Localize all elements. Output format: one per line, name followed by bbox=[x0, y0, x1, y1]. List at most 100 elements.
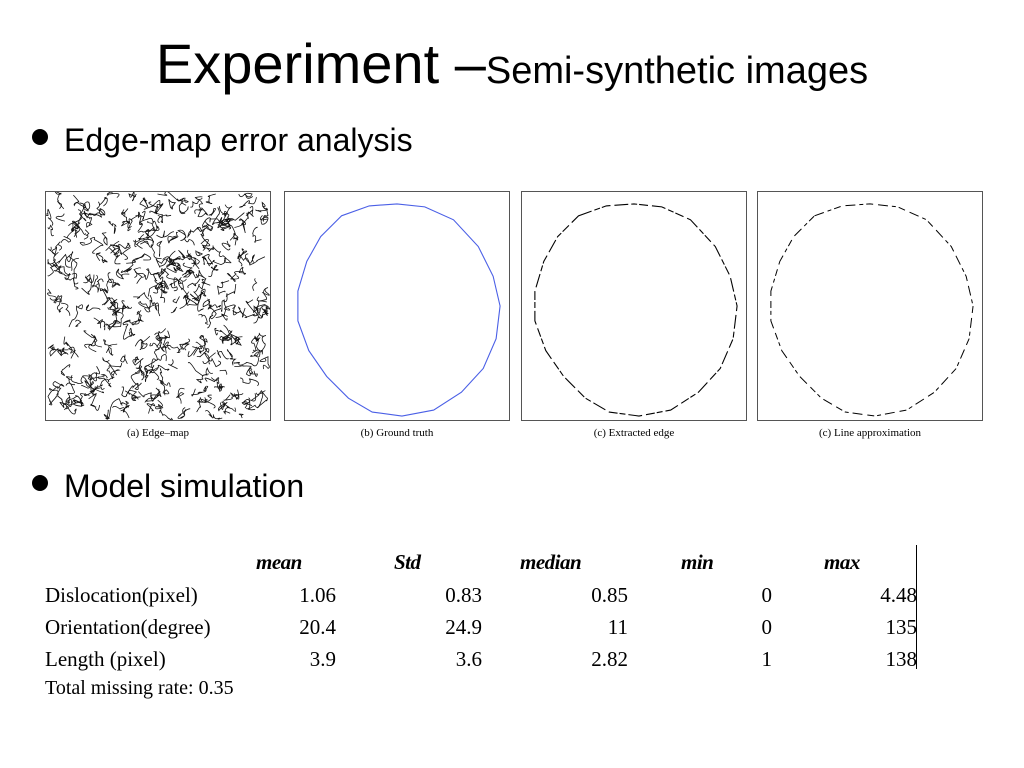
edge-fragment bbox=[70, 375, 84, 384]
edge-fragment bbox=[93, 317, 103, 324]
edge-fragment bbox=[66, 224, 79, 239]
edge-fragment bbox=[251, 335, 257, 352]
table-cell: 0.83 bbox=[445, 583, 482, 607]
edge-fragment bbox=[96, 201, 106, 216]
col-header-mean: mean bbox=[256, 550, 302, 574]
edge-fragment bbox=[98, 376, 112, 388]
edge-fragment bbox=[84, 380, 97, 395]
edge-fragment bbox=[208, 352, 216, 365]
edge-fragment bbox=[195, 367, 213, 384]
edge-fragment bbox=[196, 335, 210, 358]
edge-fragment bbox=[237, 251, 251, 266]
edge-fragment bbox=[58, 251, 74, 268]
edge-fragment bbox=[263, 308, 269, 316]
edge-fragment bbox=[47, 251, 61, 267]
edge-fragment bbox=[252, 340, 263, 354]
edge-fragment bbox=[256, 287, 270, 302]
edge-fragment bbox=[259, 356, 270, 370]
edge-fragment bbox=[152, 199, 164, 213]
edge-fragment bbox=[49, 295, 63, 302]
edge-fragment bbox=[250, 349, 261, 358]
edge-fragment bbox=[218, 402, 228, 412]
edge-fragment bbox=[155, 330, 170, 351]
edge-fragment bbox=[194, 196, 203, 200]
edge-fragment bbox=[187, 278, 201, 289]
edge-fragment bbox=[49, 388, 63, 400]
edge-fragment bbox=[146, 403, 156, 414]
edge-fragment bbox=[144, 268, 167, 280]
edge-fragment bbox=[202, 256, 226, 267]
edge-fragment bbox=[202, 298, 212, 310]
edge-fragment bbox=[222, 254, 232, 264]
edge-fragment bbox=[226, 272, 236, 282]
edge-fragment bbox=[208, 304, 222, 320]
edge-fragment bbox=[120, 354, 128, 364]
edge-fragment bbox=[77, 209, 87, 222]
edge-fragment bbox=[149, 342, 160, 367]
edge-fragment bbox=[209, 211, 229, 226]
edge-fragment bbox=[238, 251, 245, 267]
edge-fragment bbox=[133, 267, 142, 278]
edge-fragment bbox=[162, 341, 171, 354]
edge-fragment bbox=[47, 386, 59, 406]
edge-fragment bbox=[159, 368, 171, 388]
edge-fragment bbox=[155, 328, 167, 342]
table-cell: 0 bbox=[761, 615, 773, 639]
edge-fragment bbox=[120, 256, 142, 273]
edge-fragment bbox=[232, 237, 239, 246]
edge-fragment bbox=[249, 256, 266, 266]
edge-fragment bbox=[121, 386, 128, 398]
edge-fragment bbox=[179, 338, 191, 349]
edge-fragment bbox=[134, 335, 151, 347]
edge-fragment bbox=[63, 336, 75, 354]
edge-fragment bbox=[168, 199, 177, 210]
col-header-std: Std bbox=[394, 550, 421, 574]
edge-fragment bbox=[228, 333, 243, 346]
edge-fragment bbox=[65, 382, 75, 404]
table-cell: 0 bbox=[761, 583, 773, 607]
edge-fragment bbox=[198, 313, 209, 325]
edge-fragment bbox=[240, 377, 259, 387]
table-cell: 1 bbox=[761, 647, 773, 671]
edge-fragment bbox=[73, 230, 78, 238]
edge-fragment bbox=[111, 248, 120, 254]
edge-fragment bbox=[83, 330, 97, 347]
edge-fragment bbox=[219, 369, 228, 375]
edge-fragment bbox=[52, 380, 65, 396]
edge-fragment bbox=[105, 343, 118, 356]
edge-map-figure bbox=[45, 191, 271, 421]
edge-fragment bbox=[253, 308, 264, 324]
edge-fragment bbox=[256, 390, 269, 409]
edge-fragment bbox=[106, 365, 121, 380]
edge-fragment bbox=[83, 229, 90, 240]
edge-fragment bbox=[178, 203, 186, 215]
title-main: Experiment – bbox=[155, 32, 486, 95]
edge-fragment bbox=[144, 387, 161, 403]
table-cell: 0.85 bbox=[591, 583, 628, 607]
edge-fragment bbox=[155, 258, 176, 268]
edge-fragment bbox=[157, 192, 180, 202]
extracted-edge-image bbox=[534, 203, 738, 417]
col-header-median: median bbox=[520, 550, 582, 574]
edge-fragment bbox=[130, 370, 145, 386]
edge-fragment bbox=[177, 229, 195, 246]
edge-fragment bbox=[153, 280, 168, 294]
edge-fragment bbox=[245, 368, 258, 377]
edge-fragment bbox=[124, 390, 139, 401]
edge-fragment bbox=[47, 224, 55, 237]
edge-fragment bbox=[121, 300, 127, 313]
edge-fragment bbox=[181, 262, 193, 276]
edge-fragment bbox=[125, 382, 142, 396]
edge-fragment bbox=[101, 297, 116, 310]
table-cell: 135 bbox=[885, 615, 918, 639]
edge-fragment bbox=[182, 269, 193, 278]
edge-fragment bbox=[234, 218, 246, 233]
edge-fragment bbox=[245, 209, 254, 219]
edge-fragment bbox=[110, 240, 120, 254]
edge-fragment bbox=[139, 338, 148, 350]
edge-fragment bbox=[202, 351, 222, 368]
edge-fragment bbox=[218, 204, 233, 214]
edge-fragment bbox=[99, 288, 111, 306]
edge-fragment bbox=[92, 274, 100, 293]
edge-fragment bbox=[251, 305, 268, 317]
